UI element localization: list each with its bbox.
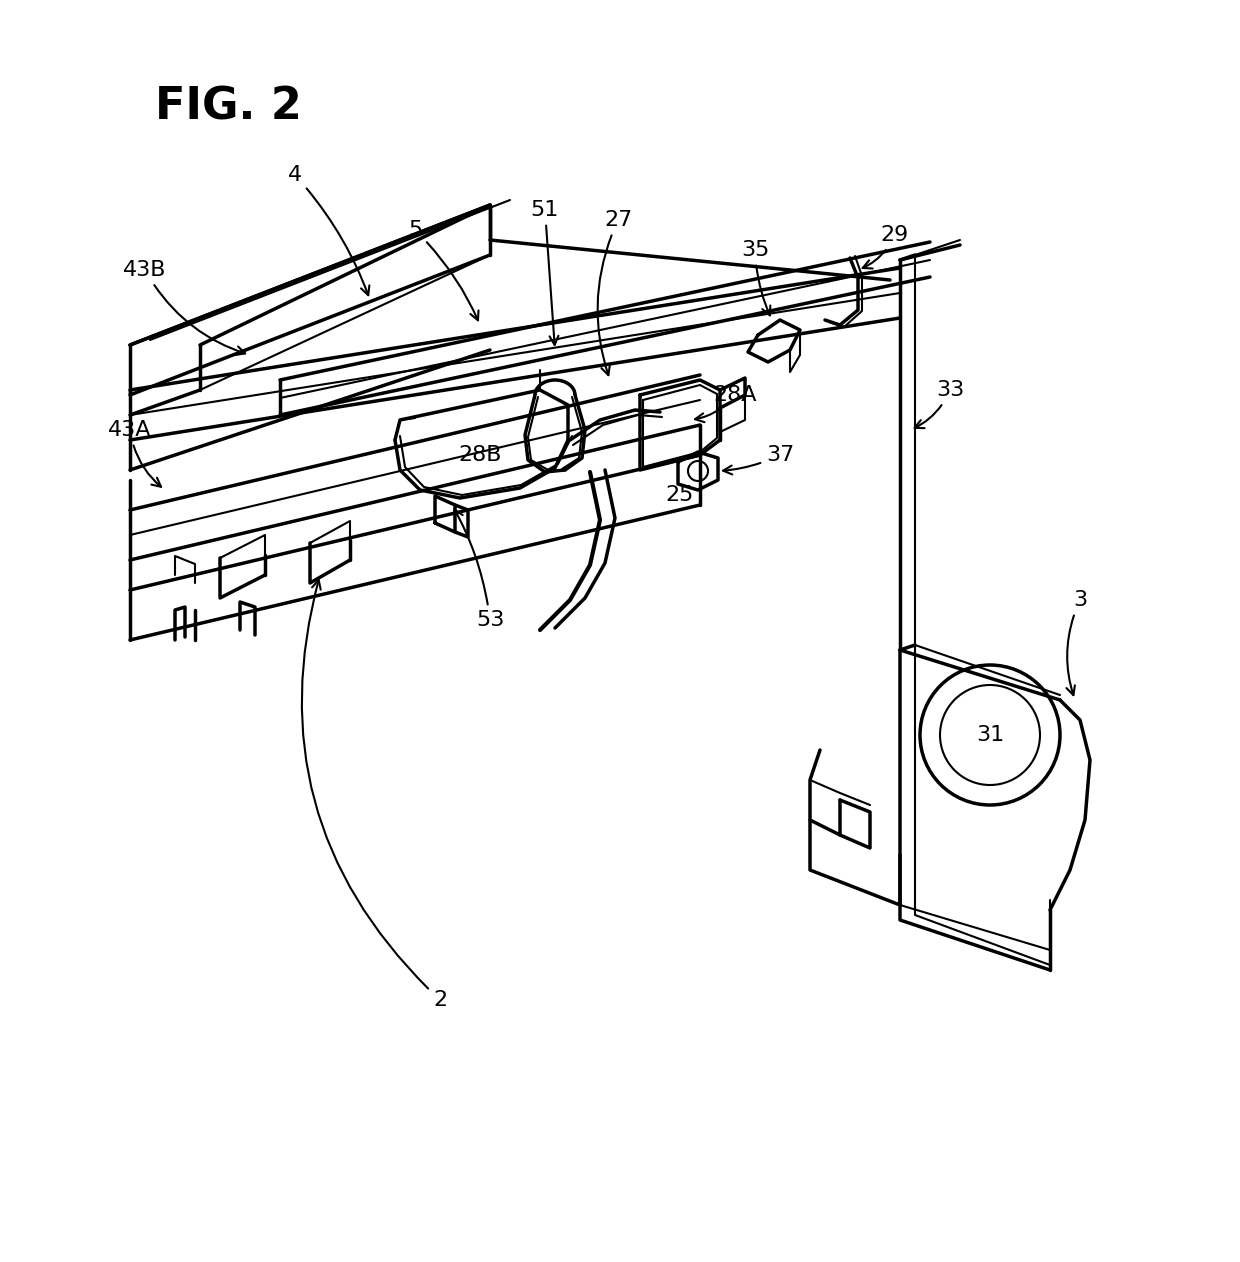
Text: FIG. 2: FIG. 2	[155, 85, 301, 127]
Text: 25: 25	[666, 485, 694, 505]
Text: 28A: 28A	[696, 385, 756, 423]
Text: 33: 33	[915, 380, 965, 428]
Text: 43B: 43B	[123, 260, 246, 355]
Text: 53: 53	[455, 510, 505, 630]
Text: 4: 4	[288, 165, 370, 295]
Text: 28B: 28B	[459, 445, 502, 464]
Text: 29: 29	[863, 225, 909, 269]
Text: 5: 5	[408, 220, 479, 321]
Text: 37: 37	[723, 445, 794, 475]
Text: 51: 51	[531, 199, 559, 345]
Text: 27: 27	[598, 209, 632, 375]
Text: 43A: 43A	[108, 420, 161, 487]
Text: 31: 31	[976, 724, 1004, 745]
Text: 3: 3	[1066, 591, 1087, 695]
Text: 2: 2	[301, 581, 448, 1010]
Text: 35: 35	[740, 240, 770, 316]
